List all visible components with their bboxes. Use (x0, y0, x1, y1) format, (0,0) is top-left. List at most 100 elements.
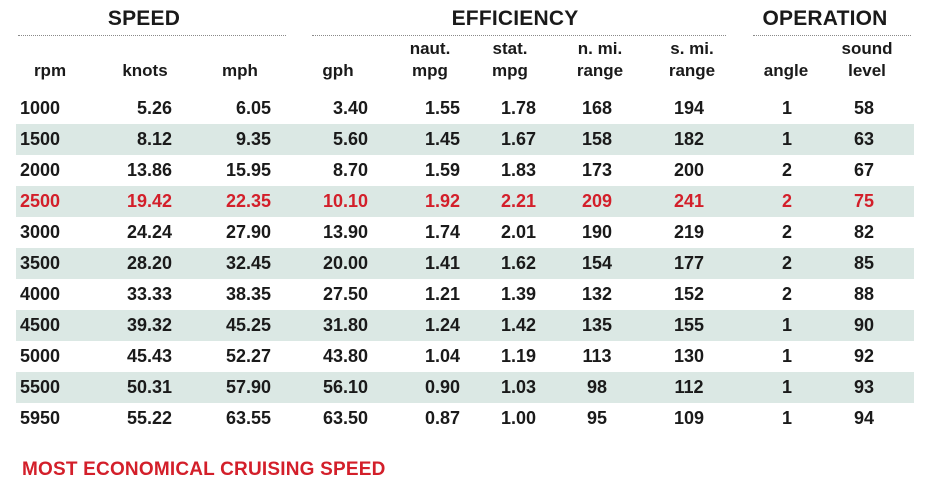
cell-stat-mpg: 2.21 (500, 191, 536, 211)
cell-smi-range: 200 (673, 160, 705, 180)
cell-nmi-range: 154 (581, 253, 613, 273)
cell-angle: 2 (781, 222, 792, 242)
cell-stat-mpg: 1.03 (500, 377, 536, 397)
table-row: 5500 50.31 57.90 56.10 0.90 1.03 98 112 1 93 (16, 372, 914, 403)
cell-gph: 20.00 (322, 253, 368, 273)
table-row: 4000 33.33 38.35 27.50 1.21 1.39 132 152 2 88 (16, 279, 914, 310)
cell-sound-level: 67 (853, 160, 875, 180)
col-header-line2: rpm (33, 61, 67, 80)
cell-rpm: 5000 (20, 346, 61, 366)
cell-rpm: 2000 (20, 160, 61, 180)
cell-knots: 45.43 (126, 346, 172, 366)
cell-angle: 1 (781, 408, 792, 428)
cell-mph: 6.05 (235, 98, 271, 118)
col-header-line2: mph (222, 61, 258, 80)
col-header-angle: angle (754, 38, 818, 82)
col-header-naut-mpg: naut. mpg (400, 38, 460, 82)
cell-smi-range: 152 (673, 284, 705, 304)
cell-smi-range: 219 (673, 222, 705, 242)
cell-smi-range: 155 (673, 315, 705, 335)
cell-stat-mpg: 1.39 (500, 284, 536, 304)
cell-nmi-range: 132 (581, 284, 613, 304)
cell-gph: 3.40 (332, 98, 368, 118)
cell-angle: 2 (781, 284, 792, 304)
cell-gph: 10.10 (322, 191, 368, 211)
table-row: 1500 8.12 9.35 5.60 1.45 1.67 158 182 1 63 (16, 124, 914, 155)
cell-gph: 63.50 (322, 408, 368, 428)
table-row: 5000 45.43 52.27 43.80 1.04 1.19 113 130 1 92 (16, 341, 914, 372)
cell-angle: 2 (781, 191, 792, 211)
col-header-line1: naut. (409, 39, 451, 58)
col-header-stat-mpg: stat. mpg (478, 38, 542, 82)
cell-naut-mpg: 1.24 (424, 315, 460, 335)
table-row: 3000 24.24 27.90 13.90 1.74 2.01 190 219 2 82 (16, 217, 914, 248)
col-header-knots: knots (110, 38, 180, 82)
col-header-line1: n. mi. (577, 39, 623, 58)
col-header-line2: mpg (492, 61, 528, 80)
cell-knots: 13.86 (126, 160, 172, 180)
cell-mph: 15.95 (225, 160, 271, 180)
cell-angle: 2 (781, 160, 792, 180)
cell-sound-level: 85 (853, 253, 875, 273)
col-header-line1 (310, 38, 366, 60)
col-header-sound-level: sound level (832, 38, 902, 82)
cell-sound-level: 58 (853, 98, 875, 118)
cell-naut-mpg: 0.90 (424, 377, 460, 397)
group-title-efficiency: EFFICIENCY (451, 7, 579, 30)
cell-smi-range: 109 (673, 408, 705, 428)
cell-knots: 24.24 (126, 222, 172, 242)
col-header-line1: sound (841, 39, 893, 58)
table-row: 3500 28.20 32.45 20.00 1.41 1.62 154 177 2 85 (16, 248, 914, 279)
cell-smi-range: 130 (673, 346, 705, 366)
cell-rpm: 4000 (20, 284, 61, 304)
cell-gph: 5.60 (332, 129, 368, 149)
cell-naut-mpg: 1.74 (424, 222, 460, 242)
cell-knots: 19.42 (126, 191, 172, 211)
cell-nmi-range: 190 (581, 222, 613, 242)
cell-sound-level: 92 (853, 346, 875, 366)
cell-nmi-range: 173 (581, 160, 613, 180)
cell-smi-range: 241 (673, 191, 705, 211)
cell-mph: 52.27 (225, 346, 271, 366)
cell-rpm: 1500 (20, 129, 61, 149)
group-title-operation: OPERATION (762, 7, 888, 30)
cell-naut-mpg: 0.87 (424, 408, 460, 428)
cell-nmi-range: 158 (581, 129, 613, 149)
cell-mph: 27.90 (225, 222, 271, 242)
col-header-line1 (110, 38, 180, 60)
cell-gph: 56.10 (322, 377, 368, 397)
col-header-line2: mpg (412, 61, 448, 80)
cell-mph: 9.35 (235, 129, 271, 149)
cell-mph: 38.35 (225, 284, 271, 304)
cell-smi-range: 177 (673, 253, 705, 273)
col-header-rpm: rpm (22, 38, 78, 82)
cell-knots: 33.33 (126, 284, 172, 304)
col-header-mph: mph (212, 38, 268, 82)
cell-naut-mpg: 1.21 (424, 284, 460, 304)
cell-rpm: 3000 (20, 222, 61, 242)
cell-stat-mpg: 1.62 (500, 253, 536, 273)
cell-sound-level: 94 (853, 408, 875, 428)
cell-nmi-range: 113 (582, 346, 612, 366)
cell-naut-mpg: 1.92 (424, 191, 460, 211)
cell-rpm: 4500 (20, 315, 61, 335)
cell-angle: 1 (781, 315, 792, 335)
cell-stat-mpg: 1.42 (500, 315, 536, 335)
cell-sound-level: 88 (853, 284, 875, 304)
col-header-gph: gph (310, 38, 366, 82)
cell-angle: 1 (781, 98, 792, 118)
cell-naut-mpg: 1.59 (424, 160, 460, 180)
cell-sound-level: 90 (853, 315, 875, 335)
group-rule-operation (753, 35, 911, 36)
cell-gph: 27.50 (322, 284, 368, 304)
cell-knots: 28.20 (126, 253, 172, 273)
col-header-line2: knots (122, 61, 168, 80)
cell-angle: 1 (781, 346, 792, 366)
cell-stat-mpg: 1.83 (500, 160, 536, 180)
cell-rpm: 5950 (20, 408, 61, 428)
cell-stat-mpg: 1.00 (500, 408, 536, 428)
col-header-line1 (212, 38, 268, 60)
cell-stat-mpg: 2.01 (500, 222, 536, 242)
group-rule-efficiency (312, 35, 726, 36)
col-header-smi-range: s. mi. range (654, 38, 730, 82)
